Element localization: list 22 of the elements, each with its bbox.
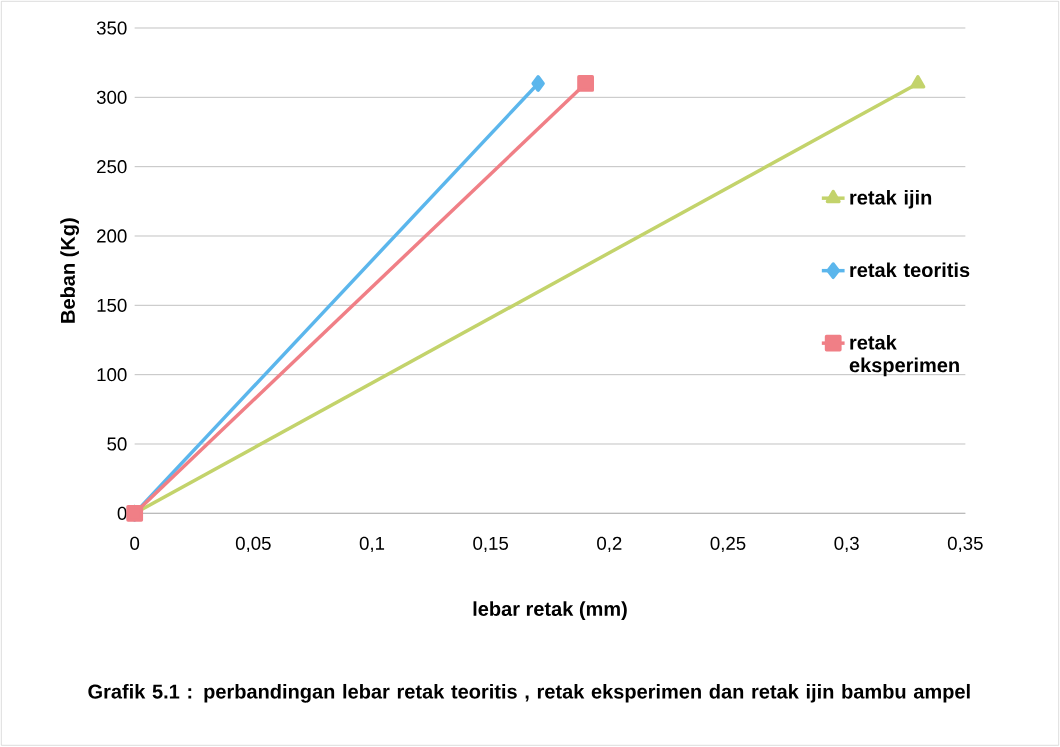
y-tick-label: 300 [96,90,127,105]
x-axis-title: lebar retak (mm) [473,601,627,621]
x-tick-label: 0,35 [947,536,983,553]
legend-label: retak teoritis [850,262,970,278]
x-tick-label: 0,2 [597,536,622,553]
y-tick-label: 200 [97,229,127,243]
x-tick-label: 0,15 [473,536,509,553]
legend-label: retak ijin [850,190,932,209]
legend-label: retak eksperimen [849,335,959,377]
text: Grafik 5.1 : perbandingan lebar retak teoritis , retak eksperimen dan retak ijin bambu ampel [88,684,970,703]
y-tick-label: 100 [97,368,127,382]
y-axis-title: Beban (Kg) [60,218,80,323]
y-tick-label: 150 [97,298,127,313]
x-tick-label: 0,05 [235,536,271,553]
y-tick-label: 350 [96,21,127,35]
x-tick-label: 0,1 [359,536,385,553]
x-tick-label: 0 [130,536,140,551]
x-tick-label: 0,25 [710,536,746,553]
y-tick-label: 250 [97,160,127,174]
x-tick-label: 0,3 [834,536,859,553]
y-tick-label: 50 [107,437,127,451]
y-tick-label: 0 [117,506,127,521]
